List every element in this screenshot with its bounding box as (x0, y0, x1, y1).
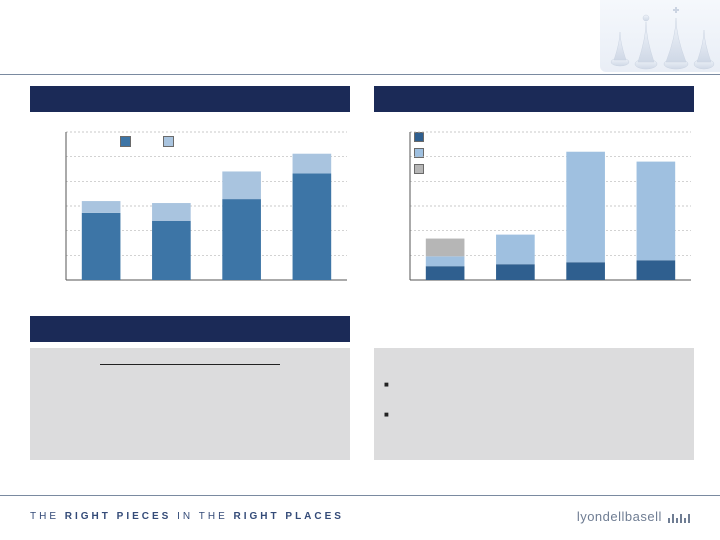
brand-marks-icon (668, 514, 690, 523)
panel-underline (100, 364, 280, 365)
tagline-text: THE (30, 511, 65, 522)
brand-text: lyondellbasell (577, 509, 662, 524)
tagline-text: IN THE (171, 511, 233, 522)
panel-left (30, 348, 350, 460)
panel-bullets (384, 370, 399, 430)
titlebar-chart-left (30, 86, 350, 112)
footer: THE RIGHT PIECES IN THE RIGHT PLACES lyo… (0, 509, 720, 524)
brand-logo: lyondellbasell (577, 509, 690, 524)
chess-pieces-icon (600, 0, 720, 72)
chess-deco-image (600, 0, 720, 72)
footer-tagline: THE RIGHT PIECES IN THE RIGHT PLACES (30, 511, 344, 522)
tagline-text: RIGHT PIECES (65, 511, 172, 522)
chart-left (56, 126, 351, 286)
chart-right (400, 126, 695, 286)
tagline-text: RIGHT PLACES (234, 511, 344, 522)
panel-right (374, 348, 694, 460)
bullet-item (384, 400, 399, 430)
page: THE RIGHT PIECES IN THE RIGHT PLACES lyo… (0, 0, 720, 540)
bullet-item (384, 370, 399, 400)
titlebar-chart-right (374, 86, 694, 112)
top-divider (0, 74, 720, 75)
titlebar-lower-left (30, 316, 350, 342)
footer-divider (0, 495, 720, 496)
